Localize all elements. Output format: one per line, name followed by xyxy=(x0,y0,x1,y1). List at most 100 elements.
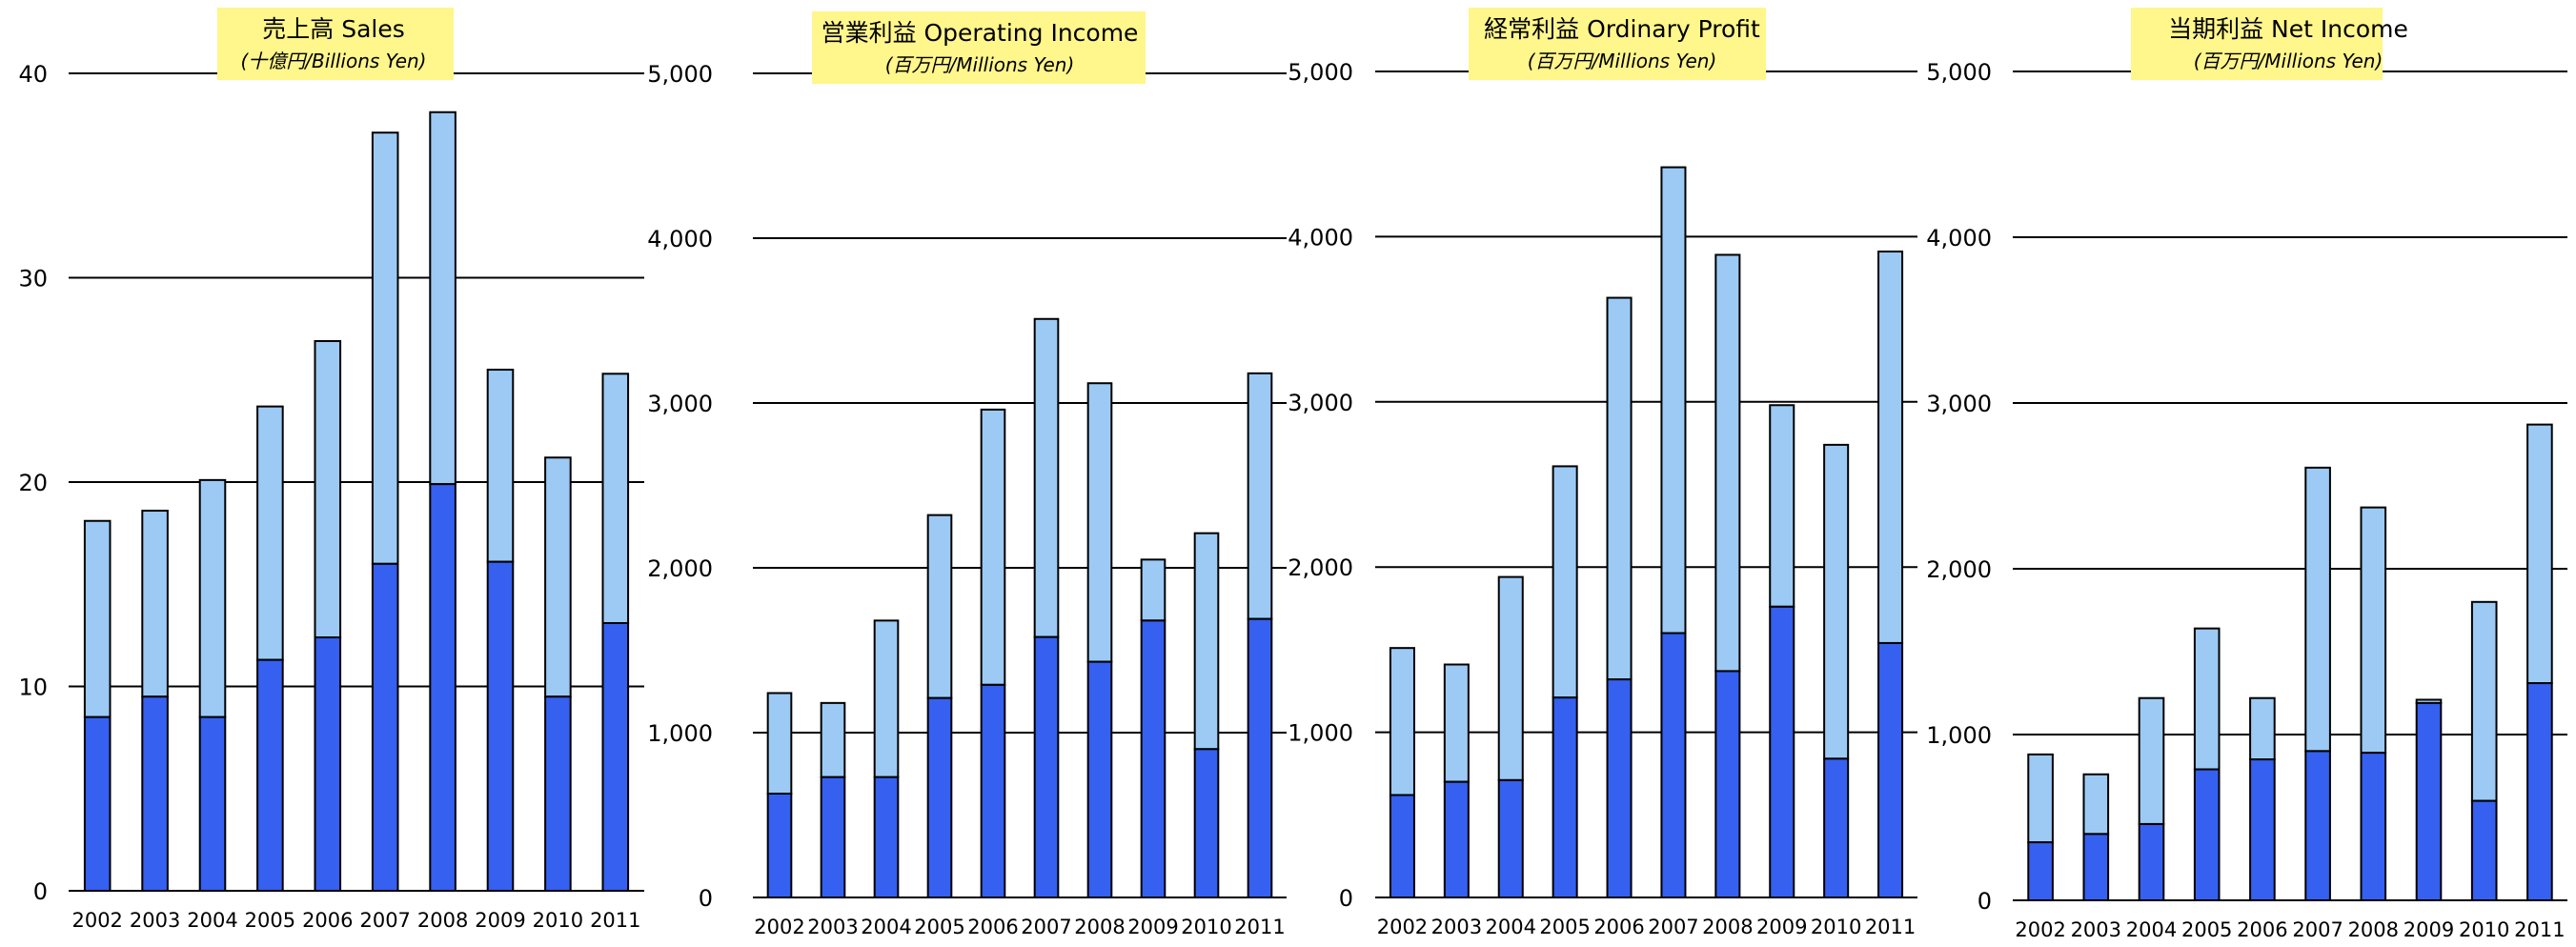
x-category-label: 2002 xyxy=(71,909,122,932)
y-tick-label: 10 xyxy=(18,675,48,701)
chart-subtitle: (百万円/Millions Yen) xyxy=(1528,50,1717,72)
x-category-label: 2011 xyxy=(1234,916,1285,938)
bar-lower-segment xyxy=(1714,670,1741,899)
y-tick-label: 4,000 xyxy=(1288,224,1353,251)
bar-lower-segment xyxy=(314,636,342,893)
y-tick-label: 4,000 xyxy=(1926,225,1992,252)
x-category-label: 2005 xyxy=(914,916,964,938)
bar-lower-segment xyxy=(1193,748,1220,898)
chart-subtitle: (十億円/Billions Yen) xyxy=(241,50,427,72)
bar-upper-segment xyxy=(1247,372,1273,620)
x-category-label: 2002 xyxy=(754,916,804,938)
bar-upper-segment xyxy=(198,478,227,718)
x-category-label: 2008 xyxy=(417,909,468,932)
bar-upper-segment xyxy=(1823,443,1850,760)
bar-lower-segment xyxy=(141,695,169,892)
bar-lower-segment xyxy=(2360,752,2387,902)
bar-lower-segment xyxy=(1389,794,1415,899)
y-tick-label: 0 xyxy=(1978,888,1992,915)
bar-upper-segment xyxy=(2027,753,2054,844)
y-tick-label: 2,000 xyxy=(1288,554,1353,581)
x-category-label: 2004 xyxy=(187,909,237,932)
chart-subtitle: (百万円/Millions Yen) xyxy=(885,53,1075,76)
bar-upper-segment xyxy=(1086,382,1113,663)
bar-upper-segment xyxy=(141,510,169,698)
y-tick-label: 5,000 xyxy=(647,61,713,88)
bar-upper-segment xyxy=(926,514,953,699)
x-category-label: 2006 xyxy=(1593,916,1644,938)
y-tick-label: 3,000 xyxy=(647,391,713,417)
x-category-label: 2007 xyxy=(359,909,410,932)
bar-upper-segment xyxy=(1193,532,1220,751)
y-tick-label: 5,000 xyxy=(1926,59,1992,86)
bar-lower-segment xyxy=(2027,841,2054,901)
chart-title-box xyxy=(2131,8,2383,80)
chart-subtitle: (百万円/Millions Yen) xyxy=(2194,50,2383,72)
y-tick-label: 0 xyxy=(1339,885,1353,912)
bar-lower-segment xyxy=(2526,682,2553,901)
bar-lower-segment xyxy=(2470,799,2498,901)
bar-lower-segment xyxy=(198,715,227,892)
bar-upper-segment xyxy=(1552,465,1578,699)
x-category-label: 2009 xyxy=(1127,916,1178,938)
bar-upper-segment xyxy=(2360,506,2387,755)
chart-panel-1: 0 10 20 30 40 2002 2003 2004 2005 2006 2007 2008 200… xyxy=(18,8,644,932)
bar-upper-segment xyxy=(2193,627,2221,771)
bar-upper-segment xyxy=(1877,251,1904,644)
x-category-label: 2002 xyxy=(2015,918,2065,941)
chart-title-box xyxy=(1469,8,1766,80)
y-tick-label: 0 xyxy=(33,878,48,905)
bar-upper-segment xyxy=(2304,466,2331,753)
bar-lower-segment xyxy=(1086,660,1113,898)
x-category-label: 2006 xyxy=(967,916,1018,938)
bar-lower-segment xyxy=(926,696,953,898)
x-category-label: 2004 xyxy=(861,916,911,938)
bar-upper-segment xyxy=(256,405,284,661)
bar-upper-segment xyxy=(2138,696,2165,825)
y-tick-label: 1,000 xyxy=(1926,722,1992,749)
x-category-label: 2010 xyxy=(2459,918,2509,941)
bar-upper-segment xyxy=(1033,317,1060,638)
x-category-label: 2009 xyxy=(1756,916,1807,938)
bar-upper-segment xyxy=(1140,558,1166,622)
x-category-label: 2008 xyxy=(1074,916,1125,938)
bar-upper-segment xyxy=(371,131,399,565)
x-category-label: 2011 xyxy=(2514,918,2565,941)
bar-lower-segment xyxy=(2138,822,2165,902)
bar-lower-segment xyxy=(1823,757,1850,898)
bar-lower-segment xyxy=(544,695,572,892)
bar-lower-segment xyxy=(1769,605,1795,898)
bar-lower-segment xyxy=(2082,833,2110,902)
x-category-label: 2010 xyxy=(1811,916,1861,938)
bar-lower-segment xyxy=(1660,632,1687,898)
bar-upper-segment xyxy=(314,339,342,639)
x-category-label: 2005 xyxy=(1539,916,1590,938)
bar-upper-segment xyxy=(2526,423,2553,685)
x-category-label: 2009 xyxy=(2404,918,2454,941)
bar-upper-segment xyxy=(601,373,630,625)
bar-upper-segment xyxy=(2470,600,2498,802)
bar-lower-segment xyxy=(1497,778,1524,898)
x-category-label: 2003 xyxy=(130,909,180,932)
x-category-label: 2004 xyxy=(1486,916,1536,938)
bar-upper-segment xyxy=(2249,696,2276,761)
x-category-label: 2005 xyxy=(2181,918,2232,941)
x-category-label: 2011 xyxy=(1865,916,1916,938)
bar-lower-segment xyxy=(2193,768,2221,901)
x-category-label: 2008 xyxy=(2348,918,2399,941)
y-tick-label: 20 xyxy=(18,470,48,496)
chart-title: 売上高 Sales xyxy=(262,15,405,43)
x-category-label: 2011 xyxy=(590,909,640,932)
x-category-label: 2010 xyxy=(533,909,583,932)
bar-lower-segment xyxy=(1552,696,1578,898)
bar-lower-segment xyxy=(1140,619,1166,898)
x-category-label: 2009 xyxy=(475,909,525,932)
x-category-label: 2007 xyxy=(2292,918,2343,941)
y-tick-label: 0 xyxy=(699,885,713,912)
x-category-label: 2006 xyxy=(302,909,353,932)
x-category-label: 2006 xyxy=(2237,918,2287,941)
